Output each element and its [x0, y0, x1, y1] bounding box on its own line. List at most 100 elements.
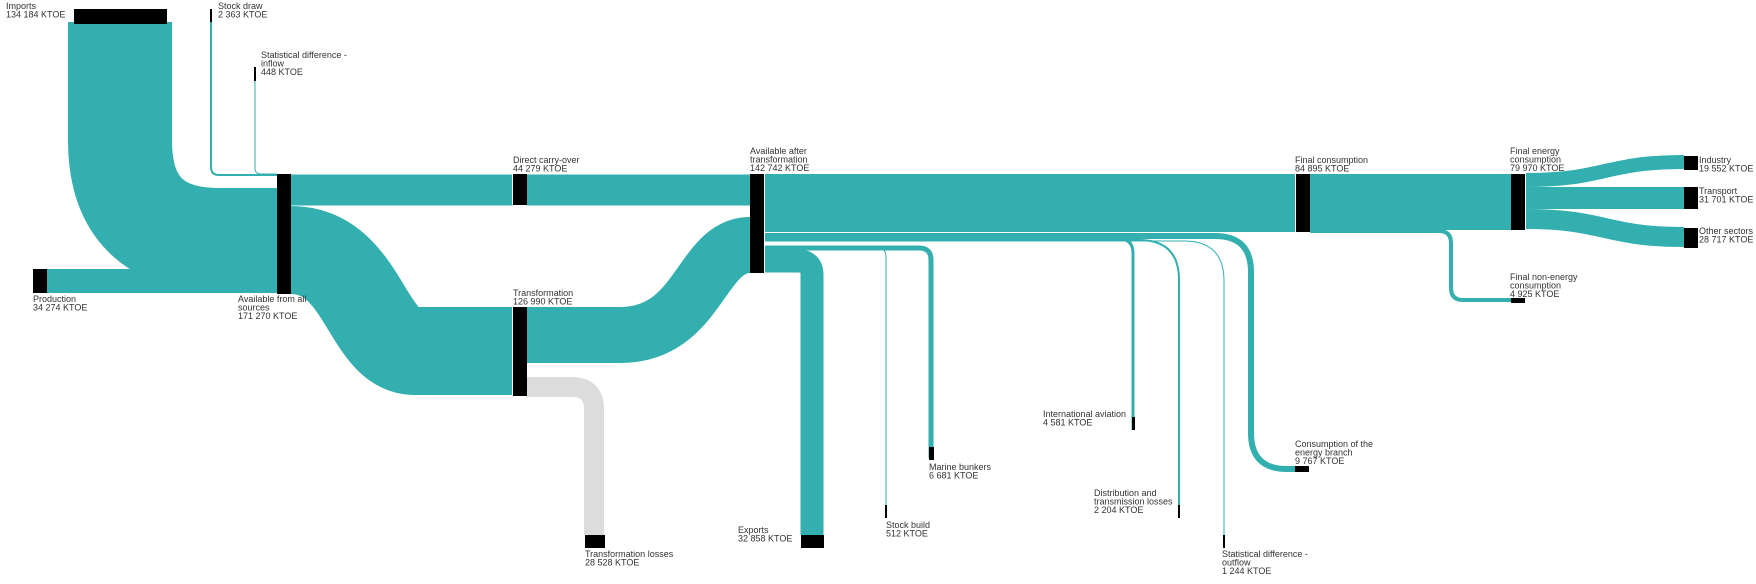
other-sectors-label-line: Other sectors	[1699, 226, 1754, 236]
final-energy-consumption-label-line: Final energy	[1510, 146, 1560, 156]
final-non-energy-node[interactable]	[1511, 298, 1525, 303]
stat-diff-outflow-label-value: 1 244 KTOE	[1222, 566, 1271, 576]
imports-label: Imports 134 184 KTOE	[6, 1, 65, 20]
stat-diff-outflow-node[interactable]	[1223, 535, 1225, 548]
imports-node[interactable]	[74, 9, 167, 24]
final-consumption-node[interactable]	[1296, 174, 1310, 232]
stock-draw-label-line: Stock draw	[218, 1, 263, 11]
stock-build-label-line: Stock build	[886, 520, 930, 530]
stock-draw-label: Stock draw 2 363 KTOE	[218, 1, 267, 20]
stat-diff-outflow-label: Statistical difference -outflow 1 244 KTO…	[1222, 549, 1308, 576]
transformation-node[interactable]	[513, 307, 527, 396]
link-exports	[765, 249, 824, 535]
stat-diff-outflow-label-line: Statistical difference -	[1222, 549, 1308, 559]
industry-label: Industry 19 552 KTOE	[1699, 155, 1753, 174]
international-aviation-label-value: 4 581 KTOE	[1043, 418, 1092, 428]
link-imports	[68, 22, 277, 292]
distribution-losses-node[interactable]	[1178, 505, 1180, 518]
link-stock-build	[765, 246, 887, 518]
available-after-transformation-label: Available after transformation 142 742 KTO…	[750, 146, 809, 173]
transport-label-line: Transport	[1699, 186, 1738, 196]
transport-label: Transport 31 701 KTOE	[1699, 186, 1753, 205]
available-all-sources-label: Available from all sources 171 270 KTOE	[238, 294, 306, 321]
available-after-transformation-label-value: 142 742 KTOE	[750, 163, 809, 173]
distribution-losses-label-value: 2 204 KTOE	[1094, 505, 1143, 515]
transformation-losses-label-value: 28 528 KTOE	[585, 558, 639, 568]
transformation-losses-label: Transformation losses 28 528 KTOE	[585, 549, 674, 568]
stat-diff-inflow-label-line: Statistical difference -	[261, 50, 347, 60]
exports-label: Exports 32 858 KTOE	[738, 525, 792, 544]
stock-build-node[interactable]	[885, 505, 887, 518]
imports-label-line: Imports	[6, 1, 37, 11]
stock-draw-node[interactable]	[210, 9, 212, 22]
available-all-sources-label-value: 171 270 KTOE	[238, 311, 297, 321]
exports-label-line: Exports	[738, 525, 769, 535]
final-non-energy-label: Final non-energy consumption 4 925 KTOE	[1510, 272, 1578, 299]
production-label: Production 34 274 KTOE	[33, 294, 87, 313]
transformation-losses-label-line: Transformation losses	[585, 549, 674, 559]
available-all-sources-label-line: Available from all	[238, 294, 306, 304]
link-distribution-losses	[765, 239, 1180, 518]
direct-carry-over-label: Direct carry-over 44 279 KTOE	[513, 155, 580, 174]
direct-carry-over-label-line: Direct carry-over	[513, 155, 580, 165]
international-aviation-node[interactable]	[1132, 417, 1135, 430]
other-sectors-label-value: 28 717 KTOE	[1699, 235, 1753, 245]
energy-branch-label-value: 9 767 KTOE	[1295, 456, 1344, 466]
available-all-sources-label-line: sources	[238, 303, 270, 313]
link-energy-branch	[765, 233, 1295, 472]
transport-label-value: 31 701 KTOE	[1699, 195, 1753, 205]
final-consumption-label-value: 84 895 KTOE	[1295, 164, 1349, 174]
link-to-transformation	[286, 206, 512, 395]
final-energy-consumption-node[interactable]	[1511, 174, 1525, 230]
stat-diff-outflow-label-line: outflow	[1222, 558, 1251, 568]
other-sectors-label: Other sectors 28 717 KTOE	[1699, 226, 1754, 245]
available-all-sources-node[interactable]	[277, 174, 291, 294]
link-stat-diff-outflow	[765, 240, 1225, 548]
transport-node[interactable]	[1684, 187, 1698, 209]
transformation-losses-node[interactable]	[585, 535, 605, 548]
stock-draw-label-value: 2 363 KTOE	[218, 10, 267, 20]
transformation-label: Transformation 126 990 KTOE	[513, 288, 573, 307]
marine-bunkers-node[interactable]	[929, 447, 934, 460]
energy-branch-label-line: energy branch	[1295, 448, 1353, 458]
link-final-non-energy	[1310, 229, 1511, 302]
international-aviation-label-line: International aviation	[1043, 409, 1126, 419]
stat-diff-inflow-label-line: inflow	[261, 59, 285, 69]
energy-branch-node[interactable]	[1295, 466, 1309, 472]
exports-node[interactable]	[801, 535, 824, 548]
production-label-value: 34 274 KTOE	[33, 303, 87, 313]
international-aviation-label: International aviation 4 581 KTOE	[1043, 409, 1126, 428]
other-sectors-node[interactable]	[1684, 228, 1698, 248]
marine-bunkers-label: Marine bunkers 6 681 KTOE	[929, 462, 992, 481]
stat-diff-inflow-node[interactable]	[254, 67, 256, 81]
final-energy-consumption-label: Final energy consumption 79 970 KTOE	[1510, 146, 1564, 173]
energy-branch-label: Consumption of the energy branch 9 767 KTO…	[1295, 439, 1373, 466]
imports-label-value: 134 184 KTOE	[6, 10, 65, 20]
link-marine-bunkers	[765, 245, 934, 458]
final-non-energy-label-line: consumption	[1510, 281, 1561, 291]
direct-carry-over-label-value: 44 279 KTOE	[513, 164, 567, 174]
distribution-losses-label-line: transmission losses	[1094, 497, 1173, 507]
link-transformation-to-after	[527, 217, 754, 363]
link-stock-draw	[210, 10, 277, 176]
production-node[interactable]	[33, 269, 47, 293]
available-after-transformation-node[interactable]	[750, 174, 764, 273]
stock-build-label: Stock build 512 KTOE	[886, 520, 930, 539]
distribution-losses-label-line: Distribution and	[1094, 488, 1157, 498]
exports-label-value: 32 858 KTOE	[738, 534, 792, 544]
transformation-label-line: Transformation	[513, 288, 573, 298]
energy-branch-label-line: Consumption of the	[1295, 439, 1373, 449]
stock-build-label-value: 512 KTOE	[886, 529, 928, 539]
direct-carry-over-node[interactable]	[513, 174, 527, 205]
industry-label-value: 19 552 KTOE	[1699, 164, 1753, 174]
marine-bunkers-label-line: Marine bunkers	[929, 462, 992, 472]
link-transformation-losses	[527, 377, 604, 535]
transformation-label-value: 126 990 KTOE	[513, 297, 572, 307]
distribution-losses-label: Distribution and transmission losses 2 204…	[1094, 488, 1173, 515]
available-after-transformation-label-line: transformation	[750, 155, 808, 165]
industry-node[interactable]	[1684, 156, 1698, 170]
final-energy-consumption-label-value: 79 970 KTOE	[1510, 163, 1564, 173]
industry-label-line: Industry	[1699, 155, 1732, 165]
available-after-transformation-label-line: Available after	[750, 146, 807, 156]
